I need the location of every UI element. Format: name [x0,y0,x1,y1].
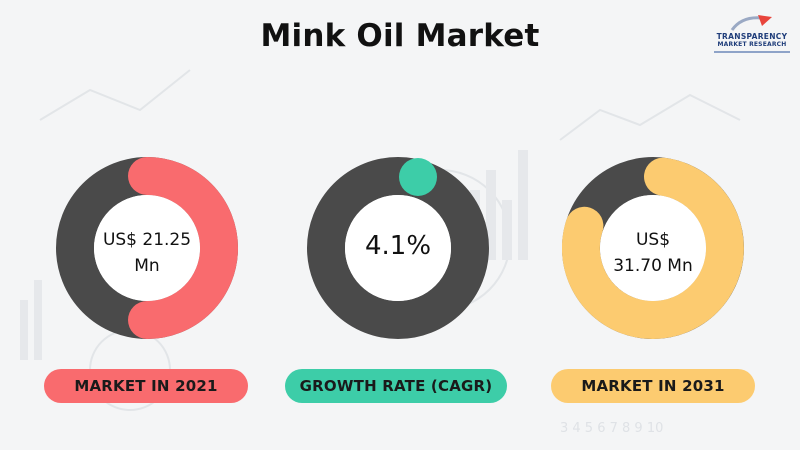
label-market-2031: MARKET IN 2031 [551,369,755,403]
metric-value-2021-line1: US$ 21.25 [102,230,192,250]
logo-underline [714,51,790,53]
donut-growth-rate-marker [399,158,437,196]
metric-value-2031: US$ 31.70 Mn [598,227,708,279]
metric-value-cagr: 4.1% [364,231,432,261]
metric-value-2021-line2: Mn [134,256,160,276]
metric-value-2031-line2: 31.70 Mn [613,256,693,276]
donut-market-2021 [56,157,238,339]
page-title: Mink Oil Market [260,18,540,54]
metric-value-2021: US$ 21.25 Mn [92,227,202,279]
metric-value-2031-line1: US$ [635,230,671,250]
donut-market-2031 [562,157,744,339]
label-growth-rate: GROWTH RATE (CAGR) [285,369,507,403]
logo-text-line1: TRANSPARENCY [716,32,788,41]
svg-text:3 4 5 6 7 8 9 10: 3 4 5 6 7 8 9 10 [560,421,663,436]
logo-text-line2: MARKET RESEARCH [717,41,787,48]
logo-swoosh-icon [730,15,772,31]
donut-market-2031-segment [562,157,744,339]
label-market-2021: MARKET IN 2021 [44,369,248,403]
donut-growth-rate [307,157,489,339]
donut-market-2021-segment [128,157,238,339]
company-logo: TRANSPARENCY MARKET RESEARCH [712,14,792,62]
